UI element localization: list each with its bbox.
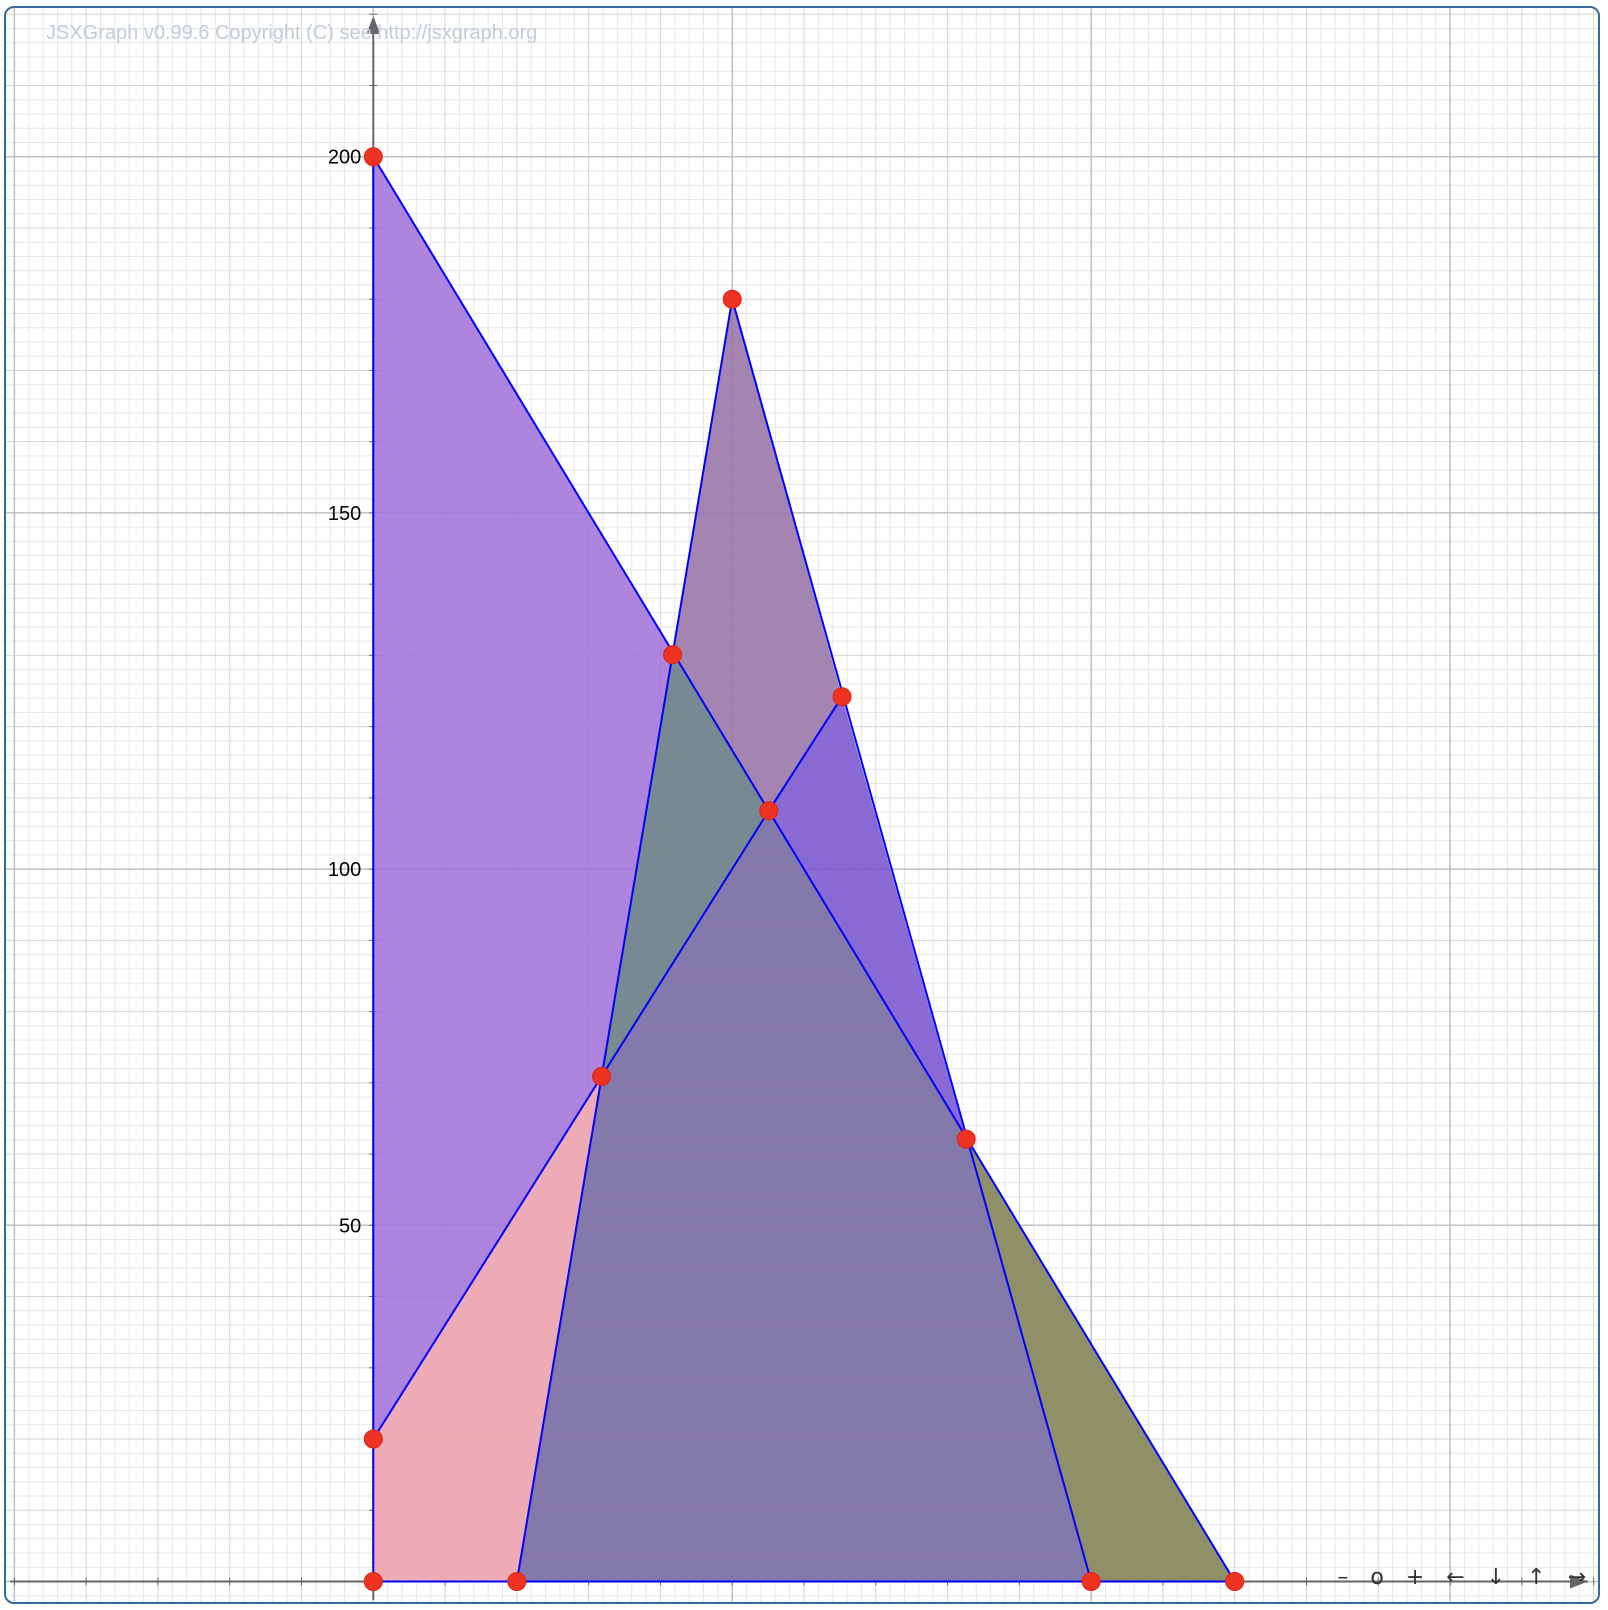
- polygon-region: [373, 1076, 602, 1582]
- copyright-text: JSXGraph v0.99.6 Copyright (C) see http:…: [46, 22, 538, 44]
- polygon-edge: [372, 156, 1236, 1583]
- plot-canvas[interactable]: 50 100 150 200: [4, 6, 1600, 1604]
- vertex-point[interactable]: [832, 687, 852, 707]
- vertex-point[interactable]: [592, 1066, 612, 1086]
- pan-down-button[interactable]: ↓: [1486, 1565, 1506, 1590]
- zoom-in-button[interactable]: +: [1405, 1565, 1425, 1590]
- zoom-out-button[interactable]: –: [1337, 1565, 1349, 1590]
- vertex-point[interactable]: [363, 1429, 383, 1449]
- jsxgraph-board[interactable]: 50 100 150 200 JSXGraph v0.99.6 Copyright (…: [4, 6, 1600, 1604]
- y-axis-arrow-icon: [366, 16, 381, 34]
- vertex-point[interactable]: [722, 289, 742, 309]
- polygon-region: [516, 810, 1092, 1582]
- vertex-point[interactable]: [1081, 1572, 1101, 1592]
- polygon-region: [601, 654, 769, 1077]
- polygon-edge: [515, 299, 734, 1582]
- vertex-point[interactable]: [759, 801, 779, 821]
- vertex-point[interactable]: [507, 1572, 527, 1592]
- zoom-reset-button[interactable]: o: [1370, 1565, 1384, 1590]
- polygon-region: [672, 299, 843, 811]
- polygon-region: [768, 696, 967, 1140]
- y-tick-label: 50: [339, 1215, 361, 1237]
- polygon-edge: [372, 810, 770, 1440]
- vertex-point[interactable]: [1225, 1572, 1245, 1592]
- vertex-point[interactable]: [363, 147, 383, 167]
- pan-right-button[interactable]: →: [1567, 1565, 1586, 1590]
- y-tick-label: 200: [328, 147, 361, 169]
- y-tick-label: 100: [328, 859, 361, 881]
- vertex-point[interactable]: [956, 1129, 976, 1149]
- y-tick-label: 150: [328, 503, 361, 525]
- pan-left-button[interactable]: ←: [1446, 1565, 1465, 1590]
- vertex-point[interactable]: [663, 645, 683, 665]
- polygon-edge: [767, 696, 843, 812]
- vertex-point[interactable]: [363, 1572, 383, 1592]
- x-axis-arrow-icon: [1570, 1574, 1588, 1589]
- navigation-bar: – o + ← ↓ ↑ →: [1337, 1565, 1586, 1590]
- pan-up-button[interactable]: ↑: [1527, 1565, 1546, 1590]
- polygon-edge: [731, 298, 1093, 1582]
